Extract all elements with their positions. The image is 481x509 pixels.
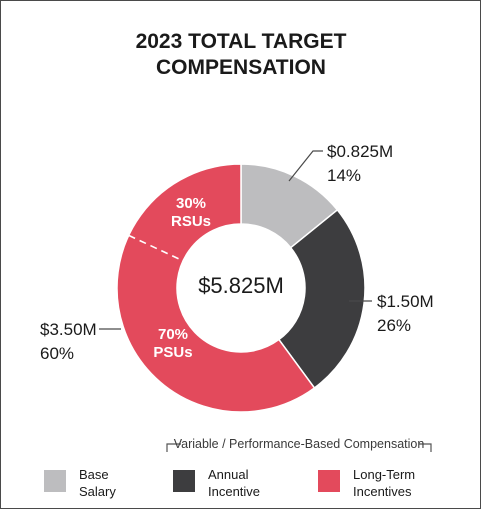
legend: Base Salary Annual Incentive Long-Term I… — [44, 467, 415, 499]
callout-line-base — [288, 150, 323, 182]
legend-swatch-ltip — [318, 470, 340, 492]
callout-annual-percent: 26% — [377, 316, 411, 335]
donut-slices — [116, 163, 366, 413]
callout-annual-amount: $1.50M — [377, 292, 434, 311]
psu-percent-label: 70% — [158, 326, 188, 343]
legend-label-annual-line-2: Incentive — [208, 484, 260, 499]
callout-ltip-amount: $3.50M — [40, 320, 97, 339]
legend-label-base-line-1: Base — [79, 467, 109, 482]
slice-annual-incentive — [277, 208, 366, 389]
rsu-name-label: RSUs — [171, 213, 211, 230]
legend-label-annual-line-1: Annual — [208, 467, 249, 482]
psu-name-label: PSUs — [153, 344, 192, 361]
legend-swatch-annual — [173, 470, 195, 492]
chart-title-line-2: COMPENSATION — [156, 56, 326, 79]
variable-comp-bracket-label: Variable / Performance-Based Compensatio… — [174, 437, 425, 451]
legend-label-base-line-2: Salary — [79, 484, 116, 499]
rsu-percent-label: 30% — [176, 195, 206, 212]
legend-swatch-base — [44, 470, 66, 492]
rsu-psu-divider — [128, 234, 184, 262]
legend-label-ltip-line-2: Incentives — [353, 484, 412, 499]
slice-long-term-incentives — [116, 163, 316, 413]
legend-label-ltip-line-1: Long-Term — [353, 467, 415, 482]
center-total-label: $5.825M — [198, 273, 284, 298]
callout-ltip-percent: 60% — [40, 344, 74, 363]
callout-base-amount: $0.825M — [327, 142, 393, 161]
callout-base-percent: 14% — [327, 166, 361, 185]
chart-title-line-1: 2023 TOTAL TARGET — [136, 30, 347, 53]
